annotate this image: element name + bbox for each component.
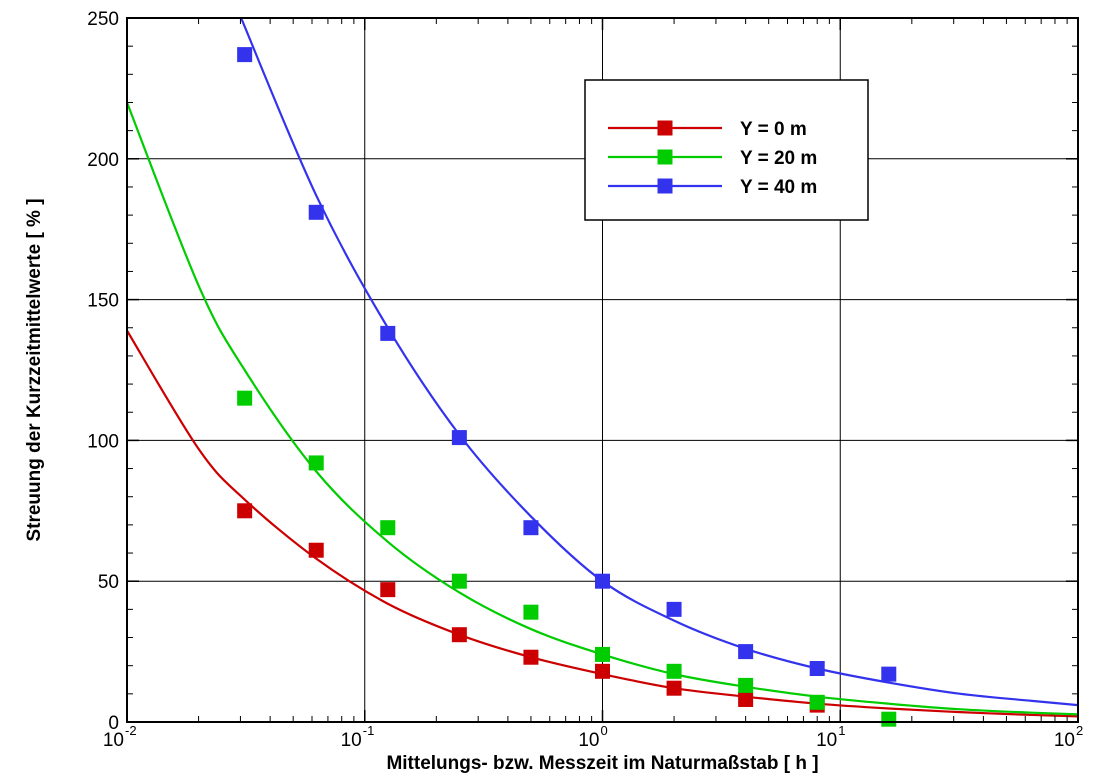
data-point-series-3: [666, 601, 682, 617]
data-point-series-3: [380, 325, 396, 341]
legend-label-series-1: Y = 0 m: [740, 119, 807, 140]
x-tick-exponent: 1: [838, 723, 845, 738]
data-point-series-1: [523, 649, 539, 665]
data-point-series-2: [809, 694, 825, 710]
data-point-series-2: [380, 520, 396, 536]
y-tick-label: 100: [87, 431, 119, 452]
fit-curve-series-3: [240, 18, 1078, 707]
y-axis-title: Streuung der Kurzzeitmittelwerte [ % ]: [24, 198, 45, 541]
data-point-series-3: [809, 660, 825, 676]
y-tick-label: 250: [87, 9, 119, 30]
legend-marker-series-2: [657, 149, 673, 165]
data-point-series-2: [308, 455, 324, 471]
legend-box: [584, 79, 869, 221]
legend: Y = 0 m Y = 20 m Y = 40 m: [584, 79, 869, 221]
x-tick-labels: 10 -2 10 -1 10 0 10 1 10 2: [103, 723, 1083, 751]
data-point-series-3: [237, 47, 253, 63]
x-tick-exponent: 0: [601, 723, 608, 738]
x-tick-label: 10 2: [1054, 723, 1083, 751]
data-point-series-3: [308, 204, 324, 220]
data-point-series-2: [738, 677, 754, 693]
x-tick-base: 10: [103, 730, 124, 751]
x-tick-exponent: -1: [363, 723, 375, 738]
data-point-series-2: [595, 646, 610, 662]
data-point-series-2: [666, 663, 682, 679]
data-point-series-1: [738, 691, 754, 707]
data-point-series-1: [595, 663, 610, 679]
x-tick-base: 10: [578, 730, 599, 751]
x-tick-label: 10 1: [816, 723, 845, 751]
data-point-series-3: [523, 520, 539, 536]
legend-marker-series-3: [657, 178, 673, 194]
x-axis-title: Mittelungs- bzw. Messzeit im Naturmaßsta…: [386, 753, 818, 774]
x-tick-exponent: -2: [125, 723, 137, 738]
data-point-series-1: [451, 627, 467, 643]
x-tick-label: 10 0: [578, 723, 607, 751]
x-tick-label: 10 -1: [341, 723, 375, 751]
fit-curves: [127, 18, 1078, 718]
data-point-series-3: [881, 666, 897, 682]
data-point-series-3: [738, 644, 754, 660]
data-point-series-1: [308, 542, 324, 558]
data-point-series-3: [451, 430, 467, 446]
data-points: [237, 47, 897, 727]
data-point-series-1: [666, 680, 682, 696]
x-tick-exponent: 2: [1076, 723, 1083, 738]
x-tick-label: 10 -2: [103, 723, 137, 751]
x-tick-base: 10: [1054, 730, 1075, 751]
y-tick-label: 150: [87, 291, 119, 312]
data-point-series-2: [523, 604, 539, 620]
y-tick-labels: 0 50 100 150 200 250: [87, 9, 119, 734]
legend-label-series-3: Y = 40 m: [740, 177, 817, 198]
fit-curve-series-1: [127, 330, 1078, 718]
data-point-series-1: [380, 582, 396, 598]
legend-marker-series-1: [657, 120, 673, 136]
fit-curve-series-2: [127, 102, 1078, 716]
legend-label-series-2: Y = 20 m: [740, 148, 817, 169]
y-tick-label: 0: [108, 713, 119, 734]
x-tick-base: 10: [816, 730, 837, 751]
y-tick-label: 50: [98, 572, 119, 593]
y-tick-label: 200: [87, 150, 119, 171]
data-point-series-1: [237, 503, 253, 519]
x-tick-base: 10: [341, 730, 362, 751]
data-point-series-3: [595, 573, 610, 589]
data-point-series-2: [881, 711, 897, 727]
data-point-series-2: [451, 573, 467, 589]
data-point-series-2: [237, 390, 253, 406]
axis-ticks: [126, 17, 1079, 723]
